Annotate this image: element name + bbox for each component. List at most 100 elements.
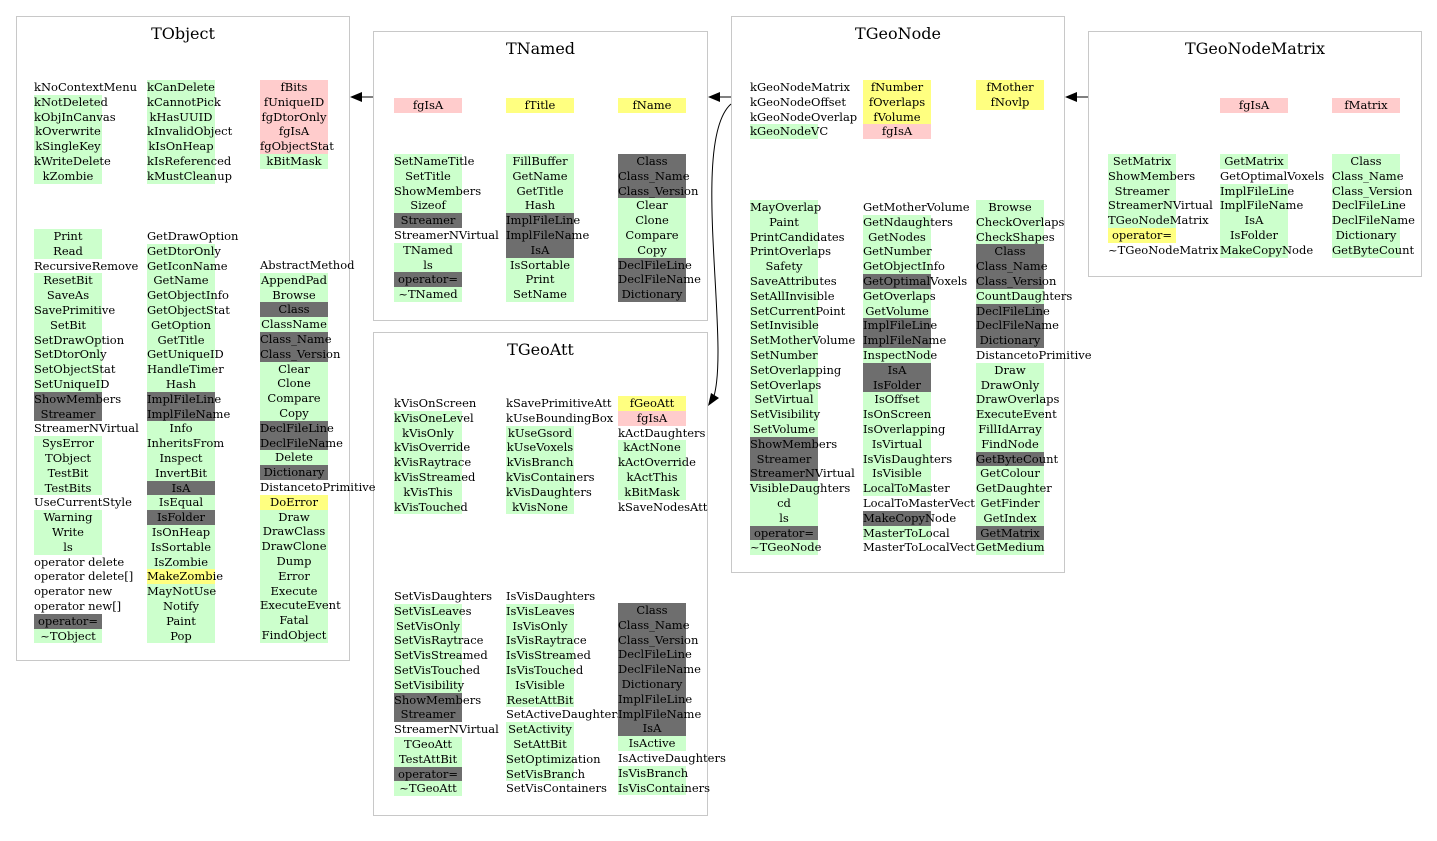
member-yellow: fGeoAtt: [618, 396, 686, 411]
member-plain: operator delete[]: [34, 569, 134, 584]
member-green: TestBits: [34, 480, 102, 496]
member-green: SetVisStreamed: [394, 648, 488, 663]
member-green: IsSortable: [147, 539, 215, 555]
member-green: SetCurrentPoint: [750, 303, 846, 319]
member-green: Warning: [34, 510, 102, 525]
member-green: GetDtorOnly: [147, 243, 221, 259]
member-plain: ~TGeoNodeMatrix: [1108, 242, 1219, 257]
member-green: SetVisibility: [750, 407, 821, 422]
member-green: Paint: [147, 613, 215, 629]
member-green: StreamerNVirtual: [1108, 198, 1213, 214]
member-green: ImplFileLine: [1220, 183, 1295, 199]
member-green: ImplFileName: [1220, 198, 1304, 214]
member-green: Info: [147, 421, 215, 437]
member-green: FillIdArray: [976, 421, 1044, 437]
member-gray: ImplFileLine: [506, 213, 581, 228]
member-green: ExecuteEvent: [976, 407, 1057, 422]
member-yellow: fOverlaps: [863, 94, 931, 110]
member-pink: fMatrix: [1332, 98, 1400, 113]
member-gray: Dictionary: [976, 333, 1044, 348]
member-plain: kGeoNodeMatrix: [750, 80, 850, 94]
member-green: Hash: [506, 198, 574, 214]
member-green: Class_Name: [1332, 168, 1404, 184]
member-green: DrawOverlaps: [976, 392, 1060, 408]
member-green: IsOffset: [863, 392, 931, 408]
member-green: kCanDelete: [147, 80, 215, 95]
member-green: IsOnHeap: [147, 524, 215, 540]
member-green: IsVisRaytrace: [506, 633, 587, 649]
member-gray: Class_Version: [618, 632, 699, 648]
member-green: ls: [750, 510, 818, 526]
member-gray: Class_Name: [618, 617, 690, 633]
member-green: Delete: [260, 450, 328, 466]
member-gray: ShowMembers: [750, 436, 838, 452]
member-green: ~TObject: [34, 628, 102, 644]
member-green: SetActivity: [506, 722, 574, 737]
member-green: IsSortable: [506, 257, 574, 273]
member-green: Notify: [147, 598, 215, 614]
member-green: kActOverride: [618, 455, 696, 470]
member-green: SetVolume: [750, 421, 818, 437]
member-yellow: fMother: [976, 80, 1044, 95]
member-green: InspectNode: [863, 347, 938, 363]
member-green: Print: [506, 272, 574, 288]
member-pink: fgIsA: [863, 124, 931, 140]
member-green: Draw: [260, 509, 328, 525]
member-column: fMother fNovlp: [950, 80, 1070, 110]
member-gray: Class: [618, 603, 686, 618]
member-green: kSingleKey: [34, 139, 102, 154]
member-green: Dump: [260, 553, 328, 569]
member-gray: IsA: [506, 242, 574, 258]
member-green: Fatal: [260, 613, 328, 628]
member-plain: operator new: [34, 584, 113, 599]
member-green: kVisOneLevel: [394, 410, 474, 426]
member-green: IsVirtual: [863, 436, 931, 452]
member-green: ResetAttBit: [506, 692, 574, 708]
member-green: SetNumber: [750, 347, 818, 363]
member-green: kVisOnly: [394, 425, 462, 441]
member-green: kZombie: [34, 168, 102, 184]
member-green: SavePrimitive: [34, 302, 116, 318]
member-column: kGeoNodeMatrix kGeoNodeOffset kGeoNodeOver…: [724, 80, 857, 140]
member-green: GetNodes: [863, 229, 931, 245]
member-green: kBitMask: [260, 153, 328, 169]
member-gray: Class_Name: [976, 259, 1048, 274]
member-green: GetOverlaps: [863, 288, 936, 304]
member-gray: IsA: [863, 362, 931, 378]
member-green: SetVisibility: [394, 677, 465, 693]
member-green: GetMedium: [976, 540, 1045, 556]
member-green: Paint: [750, 214, 818, 230]
member-green: IsVisible: [863, 466, 931, 482]
member-column: fTitle: [480, 98, 600, 113]
member-gray: ImplFileName: [863, 333, 947, 348]
member-plain: kSavePrimitiveAtt: [506, 396, 612, 410]
member-gray: Class_Name: [260, 331, 332, 347]
member-green: IsZombie: [147, 554, 215, 570]
member-plain: StreamerNVirtual: [34, 421, 139, 436]
member-column: GetMatrix GetOptimalVoxels ImplFileLine Imp…: [1194, 154, 1324, 258]
member-green: AppendPad: [260, 272, 328, 288]
member-plain: kNoContextMenu: [34, 80, 138, 94]
member-plain: operator delete: [34, 554, 125, 569]
member-gray: Dictionary: [618, 287, 686, 302]
member-gray: DeclFileName: [618, 662, 701, 677]
member-green: Inspect: [147, 450, 215, 466]
member-gray: Class: [260, 302, 328, 318]
member-gray: DeclFileLine: [976, 303, 1050, 319]
member-green: Safety: [750, 259, 818, 274]
member-green: kOverwrite: [34, 124, 102, 140]
member-column: GetMotherVolume GetNdaughters GetNodes GetN…: [837, 200, 975, 555]
member-green: ~TGeoAtt: [394, 781, 462, 797]
member-green: Write: [34, 524, 102, 540]
member-green: GetNumber: [863, 244, 932, 260]
member-green: kVisTouched: [394, 499, 468, 515]
member-green: ~TNamed: [394, 287, 462, 302]
member-green: FindNode: [976, 436, 1044, 452]
member-gray: Streamer: [394, 213, 462, 228]
member-gray: DeclFileLine: [618, 647, 692, 663]
member-green: GetMatrix: [1220, 154, 1288, 169]
member-column: kSavePrimitiveAtt kUseBoundingBox kUseGsor…: [480, 396, 613, 515]
member-green: MasterToLocal: [863, 525, 950, 541]
member-plain: RecursiveRemove: [34, 258, 139, 273]
member-green: SetVirtual: [750, 392, 818, 408]
